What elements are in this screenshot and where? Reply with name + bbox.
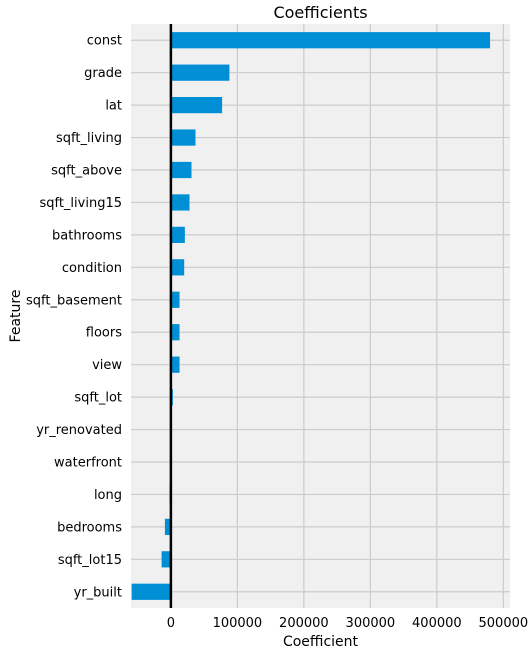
y-tick-label: condition bbox=[62, 261, 122, 276]
y-tick-labels: const grade lat sqft_living sqft_above sqft_l… bbox=[26, 34, 122, 601]
bar-floors bbox=[170, 324, 180, 341]
bar-sqft_basement bbox=[170, 291, 180, 308]
bar-sqft_lot15 bbox=[161, 551, 171, 568]
y-tick-label: long bbox=[94, 488, 122, 503]
y-tick-label: yr_renovated bbox=[36, 423, 122, 438]
bar-grade bbox=[170, 64, 230, 81]
y-axis-title: Feature bbox=[8, 290, 24, 343]
x-tick-label: 500000 bbox=[479, 616, 529, 631]
y-tick-label: sqft_basement bbox=[26, 293, 122, 308]
y-tick-label: sqft_lot15 bbox=[58, 553, 122, 568]
y-tick-label: const bbox=[87, 34, 122, 49]
y-tick-label: sqft_above bbox=[51, 164, 122, 179]
x-tick-label: 400000 bbox=[412, 616, 462, 631]
bar-view bbox=[170, 356, 180, 373]
plot-area bbox=[131, 24, 510, 608]
y-tick-label: lat bbox=[105, 99, 122, 114]
x-tick-label: 300000 bbox=[346, 616, 396, 631]
y-tick-label: bedrooms bbox=[57, 520, 122, 535]
bar-condition bbox=[170, 259, 185, 276]
x-tick-label: 100000 bbox=[213, 616, 263, 631]
bar-bathrooms bbox=[170, 226, 185, 243]
y-tick-label: sqft_living bbox=[56, 131, 122, 146]
chart-title: Coefficients bbox=[273, 3, 367, 22]
y-tick-label: floors bbox=[86, 326, 122, 341]
x-tick-label: 200000 bbox=[279, 616, 329, 631]
x-tick-label: 0 bbox=[167, 616, 175, 631]
bar-sqft_living bbox=[170, 129, 196, 146]
y-tick-label: bathrooms bbox=[52, 228, 122, 243]
y-tick-label: waterfront bbox=[54, 456, 122, 471]
bar-bedrooms bbox=[164, 518, 171, 535]
bars bbox=[131, 32, 491, 600]
bar-yr_built bbox=[131, 583, 171, 600]
y-tick-label: grade bbox=[84, 66, 122, 81]
bar-sqft_above bbox=[170, 161, 192, 179]
y-tick-label: sqft_living15 bbox=[39, 196, 122, 211]
x-tick-labels: 0 100000 200000 300000 400000 500000 bbox=[167, 616, 528, 631]
y-tick-label: view bbox=[92, 358, 122, 373]
bar-const bbox=[170, 32, 491, 49]
bar-lat bbox=[170, 97, 223, 114]
x-axis-title: Coefficient bbox=[283, 634, 359, 650]
y-tick-label: sqft_lot bbox=[74, 391, 122, 406]
y-tick-label: yr_built bbox=[74, 585, 122, 600]
bar-sqft_living15 bbox=[170, 194, 190, 211]
